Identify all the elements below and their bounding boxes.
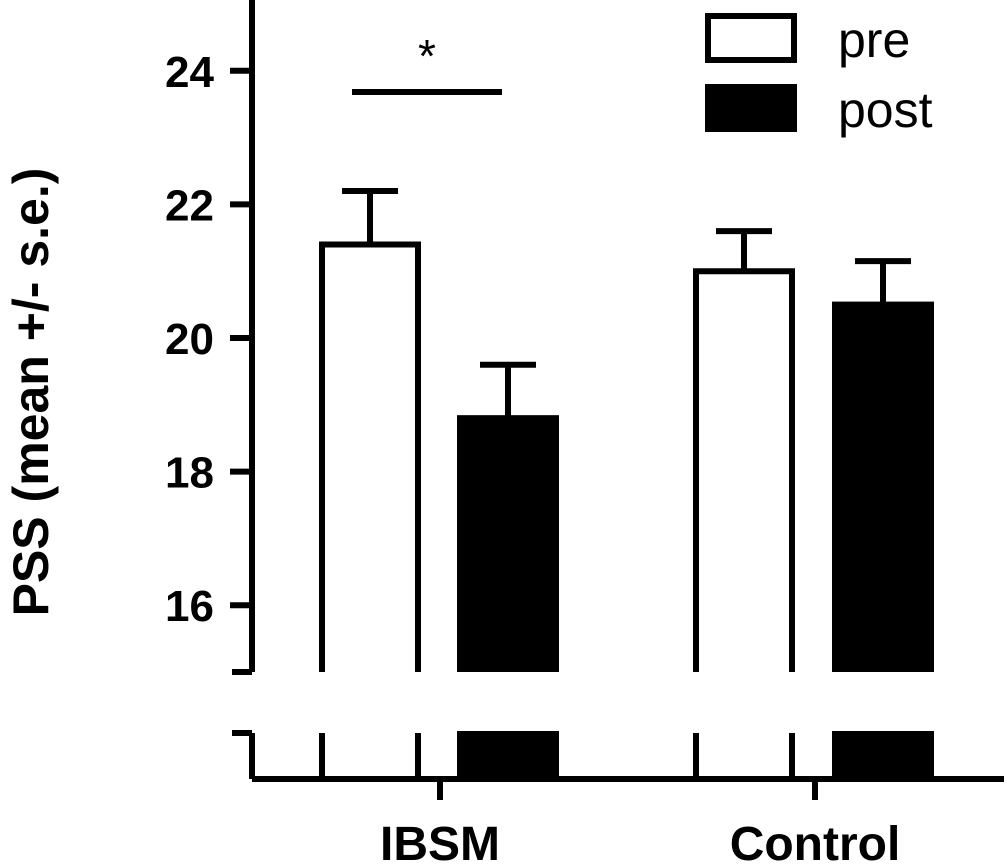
significance-star: *	[418, 30, 436, 82]
significance-annotation: *	[352, 30, 502, 95]
y-ticks: 16 18 20 22 24	[165, 48, 252, 631]
y-tick-label: 20	[165, 315, 214, 364]
bar-stub	[832, 731, 934, 779]
bar	[457, 415, 559, 672]
bar-stub	[457, 731, 559, 779]
bar	[832, 301, 934, 672]
x-category-label-ibsm: IBSM	[380, 818, 500, 865]
legend-label-pre: pre	[838, 12, 910, 68]
y-tick-label: 16	[165, 582, 214, 631]
y-axis-label: PSS (mean +/- s.e.)	[3, 168, 59, 617]
y-tick-label: 22	[165, 181, 214, 230]
legend: pre post	[705, 12, 933, 138]
bar	[319, 241, 421, 672]
bar	[693, 268, 795, 672]
y-tick-label: 18	[165, 449, 214, 498]
x-category-label-control: Control	[730, 818, 901, 865]
legend-swatch-pre	[705, 13, 797, 63]
legend-swatch-post	[705, 84, 797, 132]
bars-layer	[319, 188, 934, 779]
y-tick-label: 24	[165, 48, 214, 97]
legend-label-post: post	[838, 82, 933, 138]
